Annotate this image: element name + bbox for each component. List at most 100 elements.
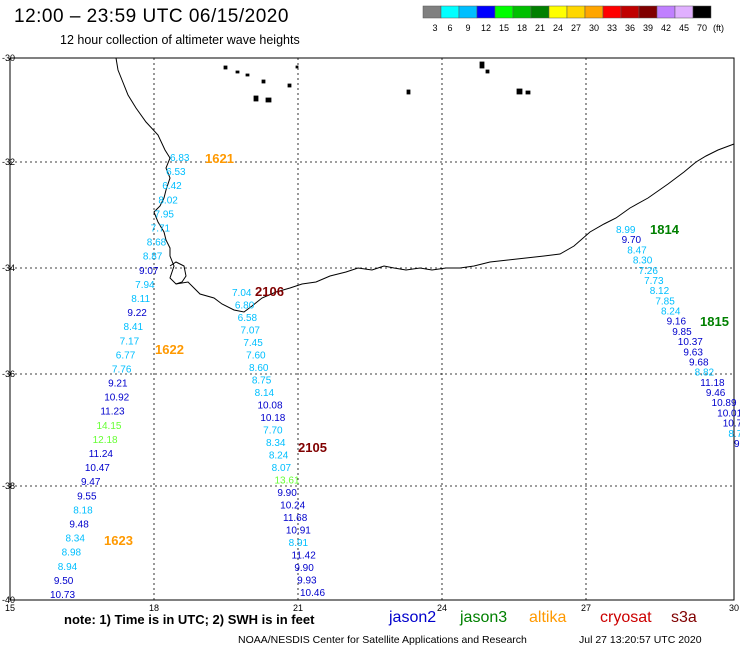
scale-tick-label: 45 [679, 23, 689, 33]
scale-tick-label: 42 [661, 23, 671, 33]
swh-value-label: 7.94 [135, 280, 155, 291]
swh-value-label: 8.34 [266, 438, 286, 449]
swh-value-label: 9.85 [672, 327, 692, 338]
swh-value-label: 8.24 [661, 307, 681, 318]
scale-tick-label: 9 [465, 23, 470, 33]
lon-tick-label: 18 [149, 603, 159, 613]
satellite-legend-jason2: jason2 [389, 609, 437, 626]
pass-time-label: 1623 [104, 533, 133, 548]
pass-time-label: 1814 [650, 222, 680, 237]
scale-tick-label: 30 [589, 23, 599, 33]
scale-swatch [692, 5, 712, 19]
scale-swatch [422, 5, 442, 19]
swh-value-label: 9.90 [294, 563, 314, 574]
swh-value-label: 8.68 [147, 238, 167, 249]
swh-value-label: 8.82 [695, 368, 715, 379]
pass-time-label: 1622 [155, 342, 184, 357]
lon-tick-label: 15 [5, 603, 15, 613]
swh-value-label: 10.7 [723, 419, 740, 430]
swh-value-label: 8.99 [616, 225, 636, 236]
swh-value-label: 8.94 [58, 562, 78, 573]
scale-swatch [548, 5, 568, 19]
swh-value-label: 9.90 [277, 488, 297, 499]
swh-value-label: 8.02 [158, 195, 178, 206]
swh-value-label: 12.18 [93, 435, 118, 446]
swh-value-label: 14.15 [96, 421, 121, 432]
swh-value-label: 11.24 [89, 449, 114, 460]
scale-swatch [566, 5, 586, 19]
scale-tick-label: 70 [697, 23, 707, 33]
swh-value-label: 10.91 [286, 526, 311, 537]
pass-time-label: 1815 [700, 314, 729, 329]
swh-value-label: 7.17 [120, 336, 140, 347]
swh-value-label: 8.14 [255, 388, 275, 399]
swh-value-label: 11.68 [283, 513, 308, 524]
swh-value-label: 7.04 [232, 288, 252, 299]
scale-tick-label: 6 [447, 23, 452, 33]
satellite-legend-jason3: jason3 [460, 609, 508, 626]
satellite-legend-cryosat: cryosat [600, 609, 652, 626]
scale-tick-label: 33 [607, 23, 617, 33]
swh-value-label: 10.08 [258, 401, 283, 412]
scale-swatch [620, 5, 640, 19]
swh-value-label: 9.63 [683, 347, 703, 358]
lat-tick-label: -40 [2, 595, 15, 605]
swh-value-label: 8.24 [269, 451, 289, 462]
swh-value-label: 10.47 [85, 463, 110, 474]
swh-value-label: 10.73 [50, 590, 75, 601]
swh-value-label: 6.77 [116, 350, 136, 361]
swh-value-label: 10.46 [300, 588, 325, 599]
pass-time-label: 2105 [298, 440, 327, 455]
swh-value-label: 11.42 [292, 551, 317, 562]
scale-tick-label: 27 [571, 23, 581, 33]
coastline-peninsula [169, 261, 187, 285]
scale-swatch [476, 5, 496, 19]
swh-value-label: 8.47 [627, 245, 647, 256]
scale-swatch [656, 5, 676, 19]
swh-value-label: 7.95 [155, 209, 175, 220]
swh-value-label: 10.37 [678, 337, 703, 348]
swh-value-label: 9.68 [689, 357, 709, 368]
swh-value-label: 10.89 [712, 398, 737, 409]
swh-value-label: 11.23 [100, 407, 125, 418]
scale-tick-label: 39 [643, 23, 653, 33]
map-subtitle: 12 hour collection of altimeter wave hei… [60, 33, 300, 47]
note-text: note: 1) Time is in UTC; 2) SWH is in fe… [64, 612, 315, 627]
scale-tick-label: 15 [499, 23, 509, 33]
scale-swatch [458, 5, 478, 19]
scale-tick-label: 18 [517, 23, 527, 33]
swh-value-label: 10.24 [280, 501, 305, 512]
scale-tick-label: 36 [625, 23, 635, 33]
track-west-values: 6.83 6.53 6.42 8.02 7.95 7.71 8.68 8.87 9.07 7.94… [50, 153, 190, 601]
swh-value-label: 8.07 [272, 463, 292, 474]
scale-swatch [584, 5, 604, 19]
swh-value-label: 8.18 [73, 505, 93, 516]
swh-value-label: 7.73 [644, 276, 664, 287]
scale-tick-label: 12 [481, 23, 491, 33]
swh-value-label: 7.45 [243, 338, 263, 349]
island-group [223, 61, 531, 103]
swh-value-label: 8.12 [650, 286, 670, 297]
swh-value-label: 8.11 [131, 294, 150, 305]
track-east-values: 8.999.708.478.307.267.738.127.858.249.16… [616, 225, 740, 450]
timestamp-text: Jul 27 13:20:57 UTC 2020 [579, 634, 702, 646]
satellite-legend-altika: altika [529, 609, 567, 626]
swh-value-label: 8.75 [252, 376, 272, 387]
pass-time-label: 2106 [255, 284, 284, 299]
lon-tick-label: 24 [437, 603, 447, 613]
scale-tick-label: 24 [553, 23, 563, 33]
swh-value-label: 8.41 [124, 322, 144, 333]
swh-value-label: 10.92 [104, 393, 129, 404]
swh-value-label: 6.58 [238, 313, 258, 324]
map-frame [9, 57, 735, 601]
swh-value-label: 8.34 [65, 534, 85, 545]
pass-time-label: 1621 [205, 151, 234, 166]
scale-swatch [602, 5, 622, 19]
swh-value-label: 11.18 [700, 378, 725, 389]
swh-value-label: 8.30 [633, 256, 653, 267]
lat-tick-label: -38 [2, 481, 15, 491]
swh-value-label: 8.7 [728, 429, 740, 440]
swh-value-label: 8.60 [249, 363, 269, 374]
swh-value-label: 6.42 [162, 181, 182, 192]
